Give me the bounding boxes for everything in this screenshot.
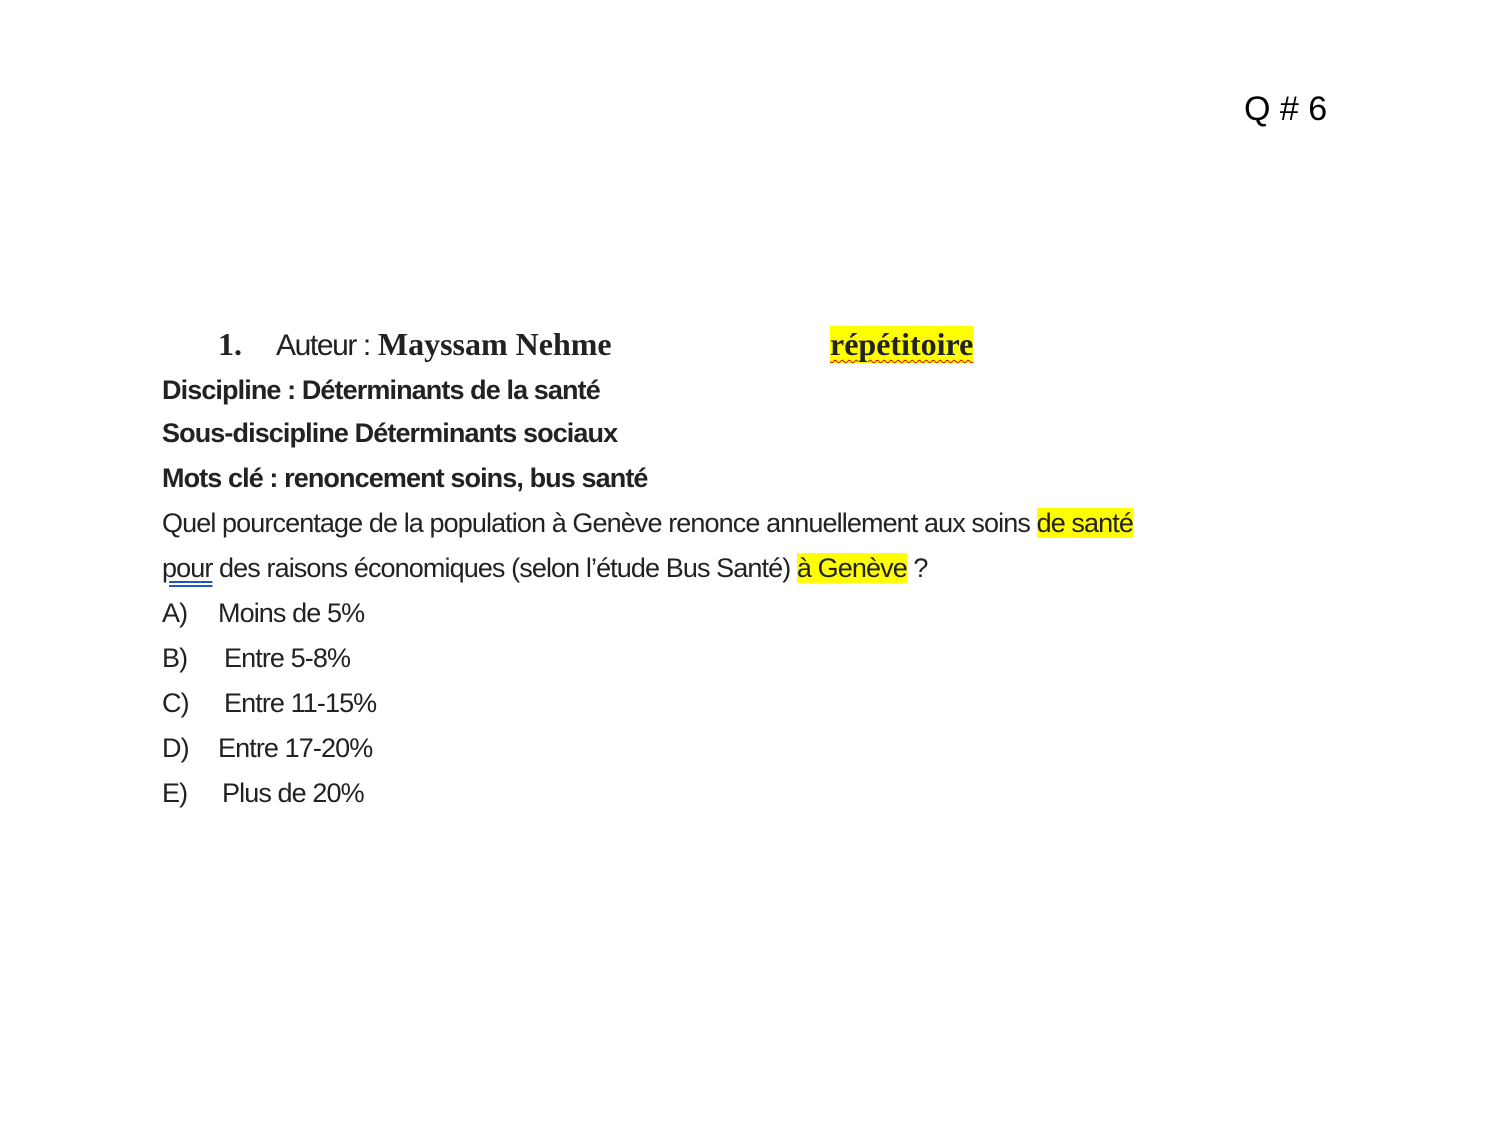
highlight-a-geneve: à Genève xyxy=(796,553,908,583)
author-line: 1. Auteur : Mayssam Nehme répétitoire xyxy=(218,326,974,363)
grammar-flag-pour: pour xyxy=(162,553,213,583)
slide-label: Q # 6 xyxy=(1244,90,1328,128)
option-text: Entre 17-20% xyxy=(218,733,373,763)
discipline: Discipline : Déterminants de la santé xyxy=(162,375,601,405)
question-line-2: pour des raisons économiques (selon l’ét… xyxy=(162,553,928,584)
question-text: Quel pourcentage de la population à Genè… xyxy=(162,508,1037,538)
highlight-de-sante: de santé xyxy=(1036,508,1134,538)
option-letter: B) xyxy=(162,643,188,673)
option-e: E) Plus de 20% xyxy=(162,778,365,809)
question-line-1: Quel pourcentage de la population à Genè… xyxy=(162,508,1134,539)
author-label: Auteur : xyxy=(276,329,371,362)
option-text: Plus de 20% xyxy=(222,778,365,808)
option-letter: A) xyxy=(162,598,188,628)
question-text-2: des raisons économiques (selon l’étude B… xyxy=(212,553,797,583)
option-c: C) Entre 11-15% xyxy=(162,688,377,719)
mots-cle: Mots clé : renoncement soins, bus santé xyxy=(162,463,648,493)
option-b: B) Entre 5-8% xyxy=(162,643,351,674)
option-d: D) Entre 17-20% xyxy=(162,733,373,764)
author-number: 1. xyxy=(218,326,242,362)
option-text: Entre 5-8% xyxy=(224,643,351,673)
option-a: A) Moins de 5% xyxy=(162,598,365,629)
author-name: Mayssam Nehme xyxy=(377,326,612,362)
sous-discipline: Sous-discipline Déterminants sociaux xyxy=(162,418,618,448)
option-letter: E) xyxy=(162,778,188,808)
option-text: Moins de 5% xyxy=(218,598,365,628)
option-text: Entre 11-15% xyxy=(224,688,377,718)
option-letter: C) xyxy=(162,688,190,718)
repetitoire-tag: répétitoire xyxy=(830,326,974,363)
option-letter: D) xyxy=(162,733,190,763)
question-mark: ? xyxy=(906,553,928,583)
